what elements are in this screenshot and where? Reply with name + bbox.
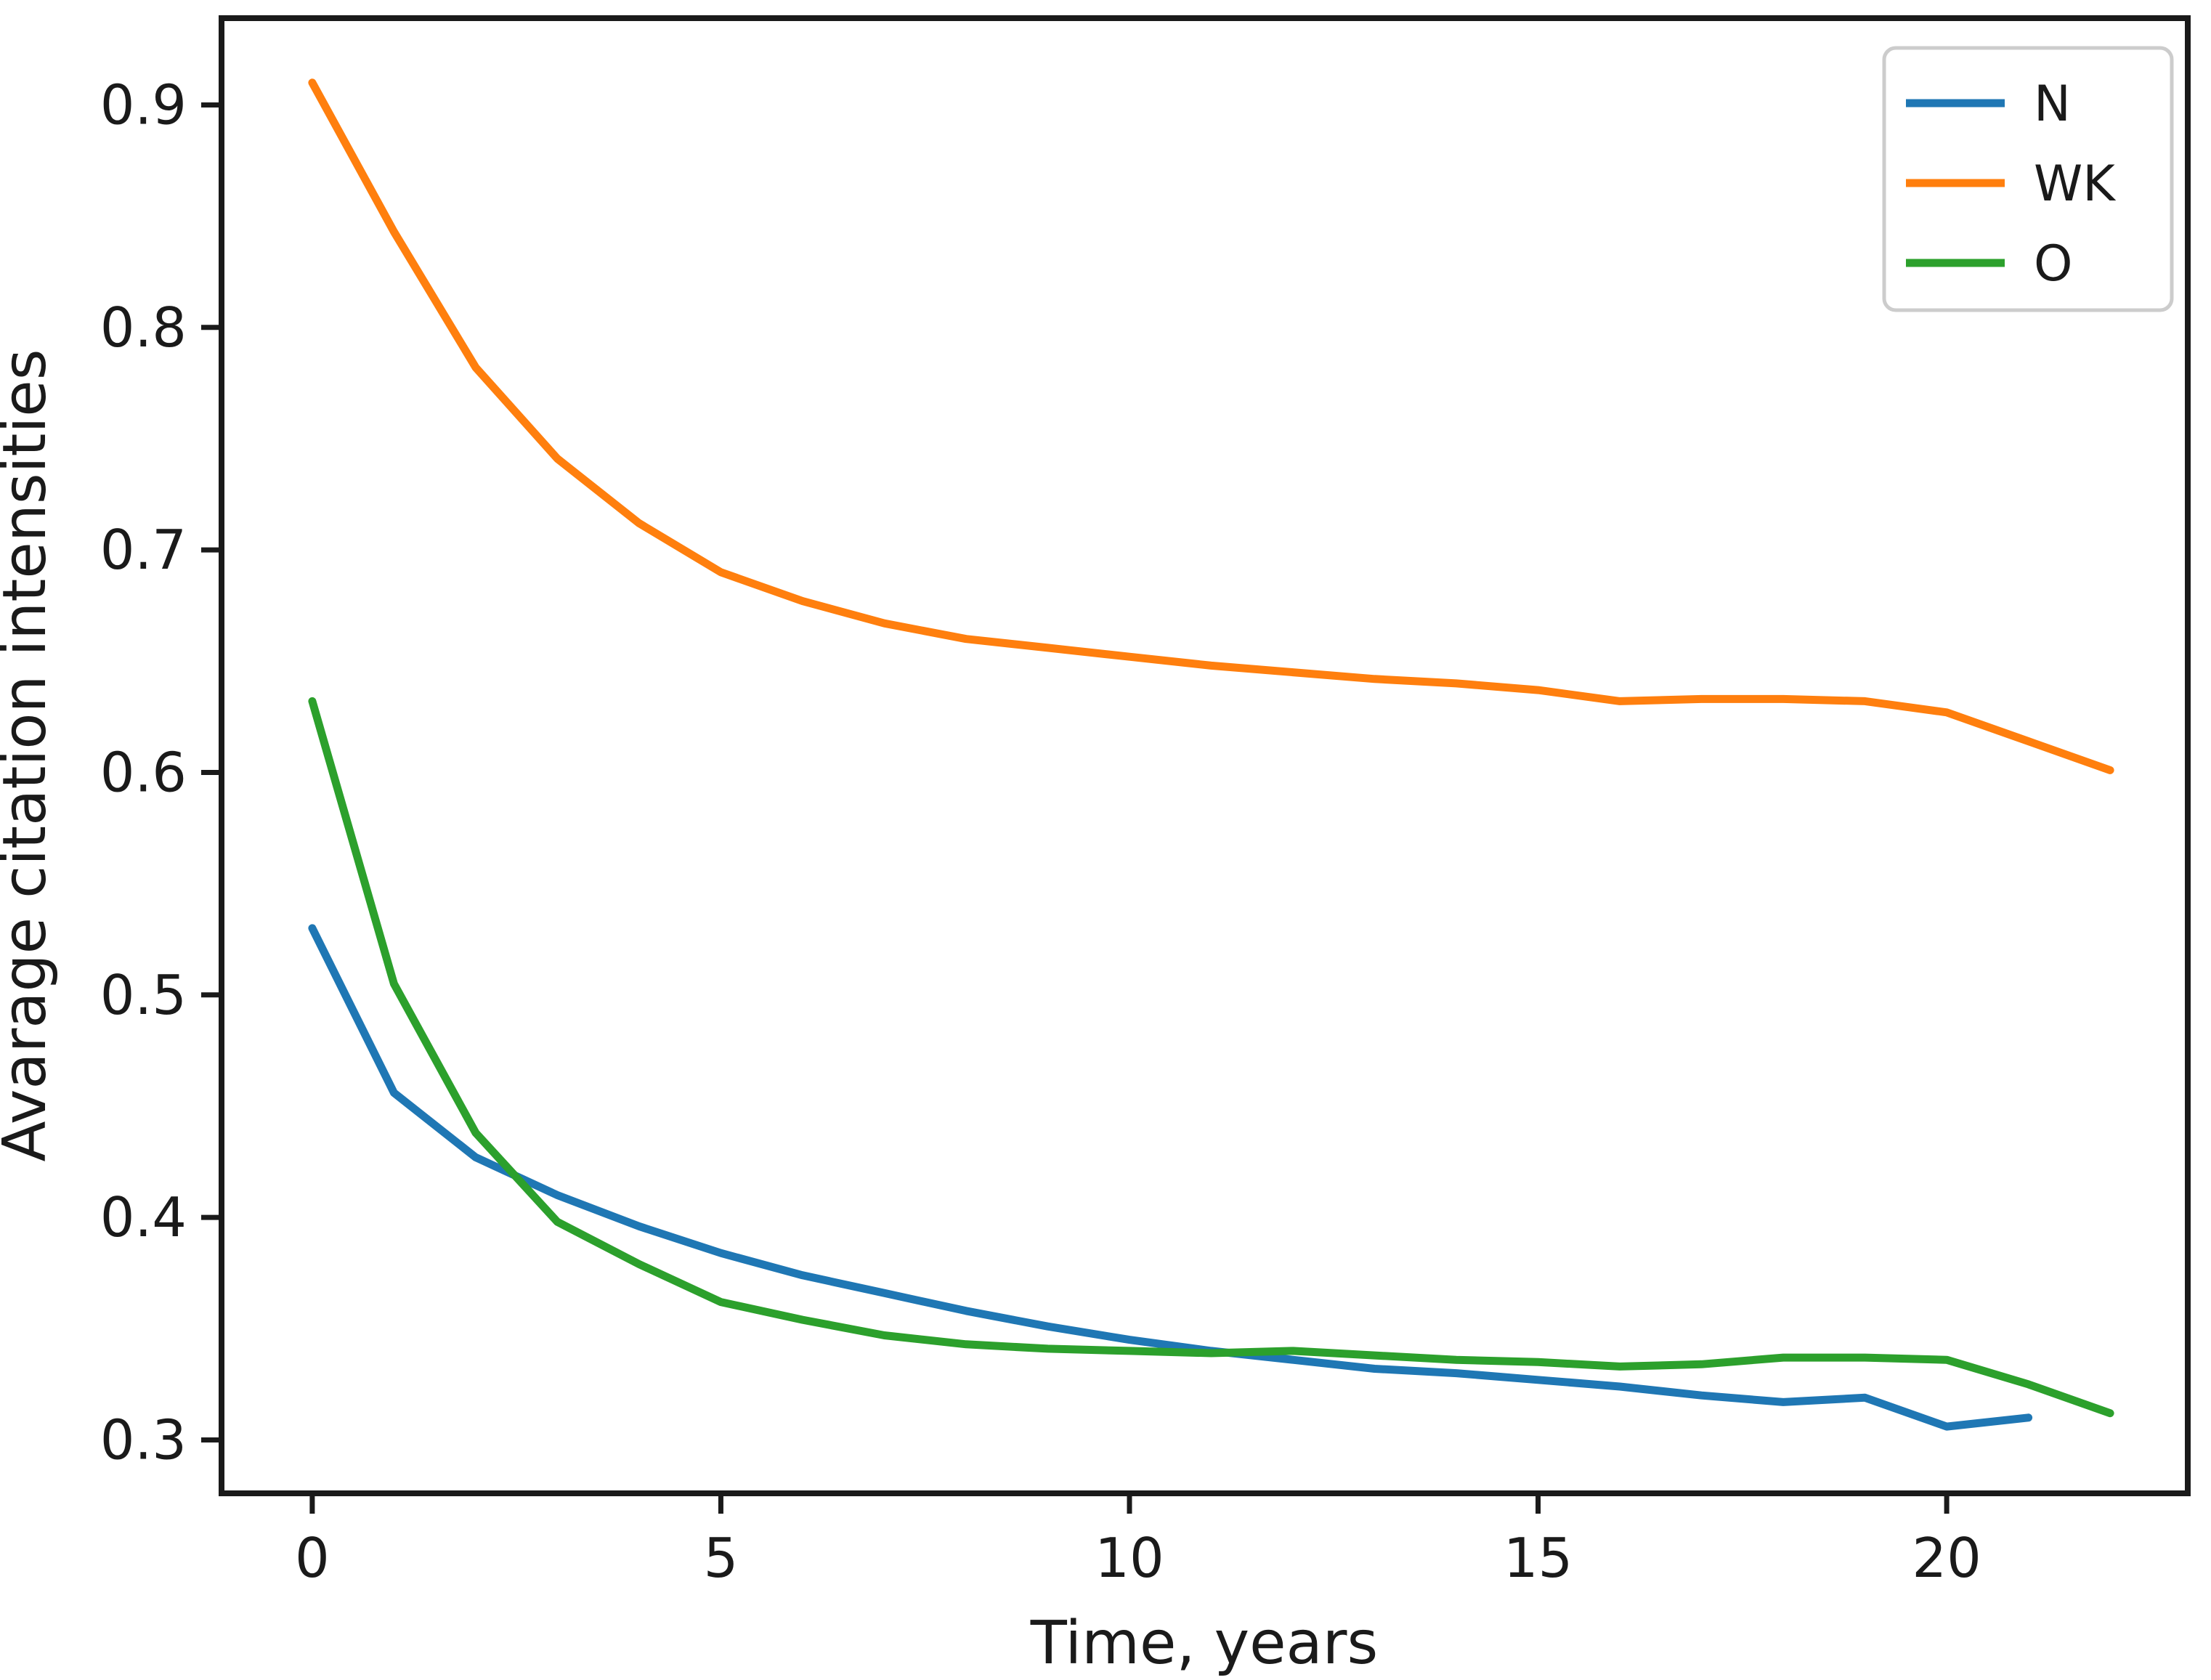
y-tick-label: 0.7	[100, 518, 187, 582]
legend: N WK O	[1882, 46, 2174, 312]
plot-area	[222, 18, 2188, 1493]
y-tick-label: 0.8	[100, 296, 187, 360]
y-tick-label: 0.5	[100, 963, 187, 1027]
series-lines	[308, 78, 2114, 1431]
x-axis-ticks	[309, 1493, 1950, 1514]
x-tick-label: 20	[1912, 1526, 1981, 1590]
x-tick-label: 10	[1095, 1526, 1164, 1590]
y-tick-label: 0.3	[100, 1408, 187, 1472]
x-tick-label: 15	[1504, 1526, 1573, 1590]
x-tick-label: 0	[295, 1526, 330, 1590]
y-axis-tick-labels: 0.3 0.4 0.5 0.6 0.7 0.8 0.9	[100, 73, 187, 1472]
legend-label-N: N	[2034, 76, 2071, 133]
series-line-WK	[308, 78, 2114, 774]
y-tick-label: 0.6	[100, 740, 187, 804]
y-tick-label: 0.4	[100, 1185, 187, 1249]
legend-label-WK: WK	[2034, 155, 2117, 213]
y-axis-ticks	[201, 102, 222, 1442]
y-axis-label: Avarage citation intensities	[0, 349, 60, 1162]
axes-frame	[219, 15, 2191, 1496]
series-line-O	[308, 697, 2114, 1418]
legend-label-O: O	[2034, 235, 2073, 293]
x-axis-tick-labels: 0 5 10 15 20	[295, 1526, 1981, 1590]
series-line-N	[308, 924, 2033, 1431]
x-axis-label: Time, years	[1030, 1609, 1378, 1678]
legend-box	[1882, 46, 2174, 312]
y-tick-label: 0.9	[100, 73, 187, 137]
x-tick-label: 5	[704, 1526, 739, 1590]
